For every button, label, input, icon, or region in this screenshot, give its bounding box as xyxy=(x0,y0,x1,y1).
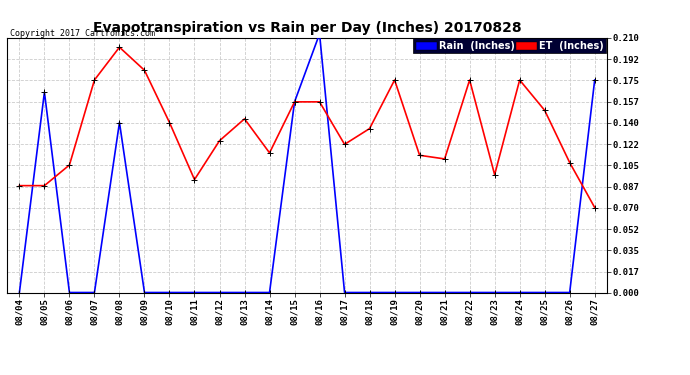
Legend: Rain  (Inches), ET  (Inches): Rain (Inches), ET (Inches) xyxy=(413,39,607,53)
Title: Evapotranspiration vs Rain per Day (Inches) 20170828: Evapotranspiration vs Rain per Day (Inch… xyxy=(92,21,522,35)
Text: Copyright 2017 Cartronics.com: Copyright 2017 Cartronics.com xyxy=(10,28,155,38)
